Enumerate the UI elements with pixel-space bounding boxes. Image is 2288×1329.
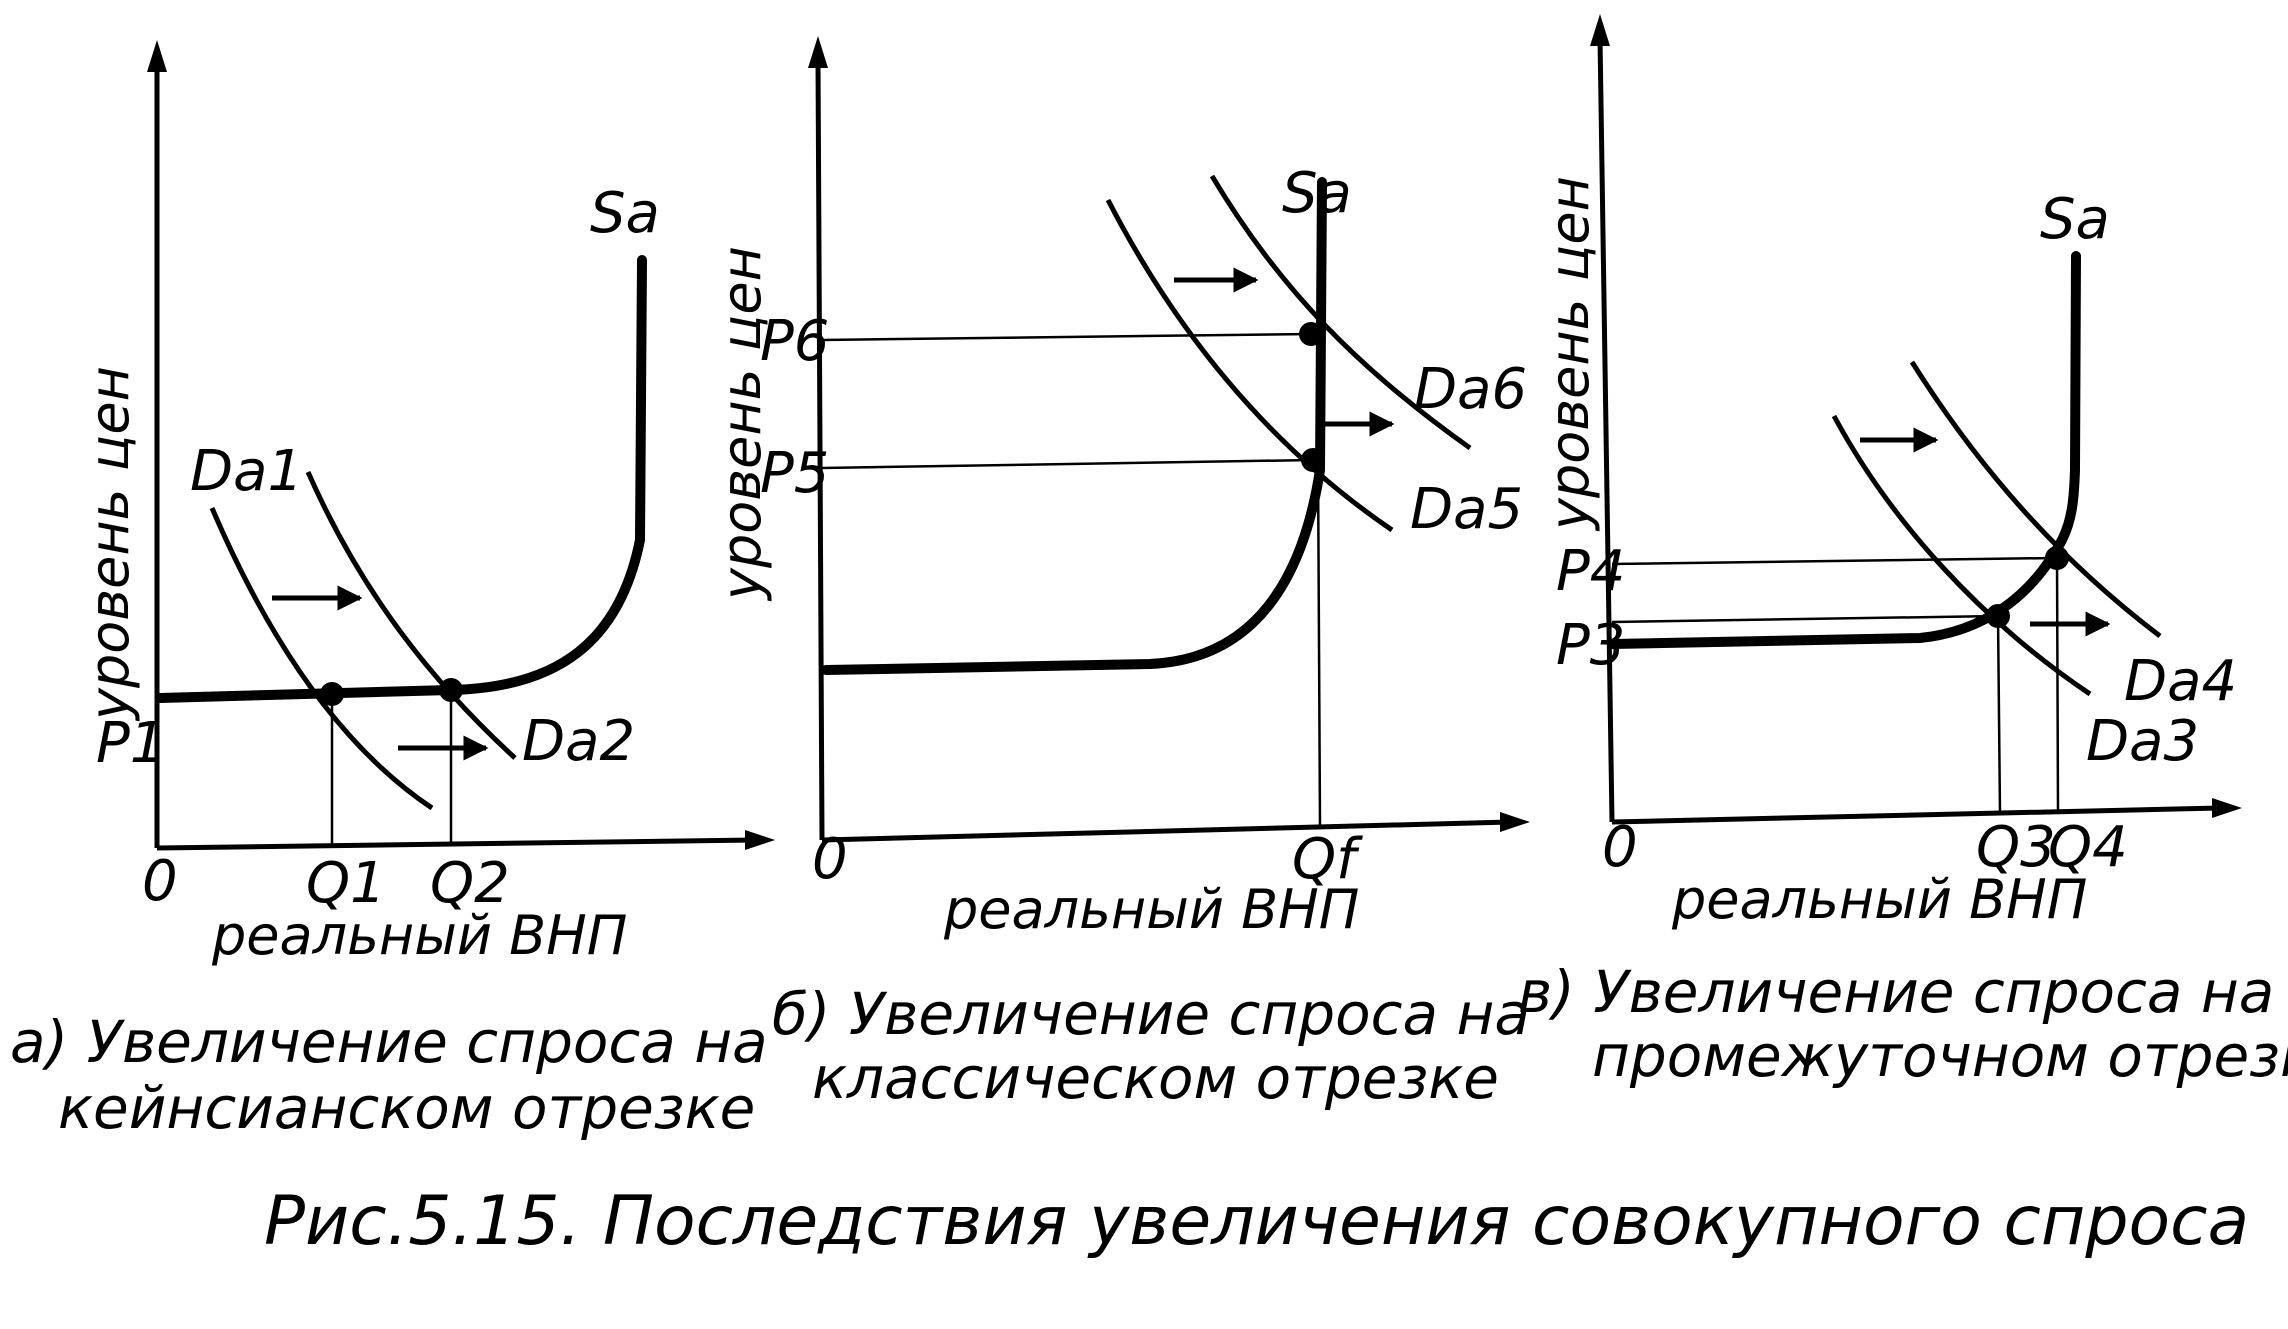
panel-c-price-label-3: P3 bbox=[1556, 613, 1625, 678]
panel-b-p5-guideline bbox=[821, 458, 1314, 470]
panel-b-supply-label: Sa bbox=[1282, 161, 1352, 226]
figure-title: Рис.5.15. Последствия увеличения совокуп… bbox=[264, 1182, 2249, 1261]
panel-a-demand-curve-2 bbox=[305, 470, 517, 760]
panel-a-equilibrium-point-2 bbox=[439, 678, 463, 702]
panel-b-caption-line2: классическом отрезке bbox=[812, 1044, 1499, 1112]
panel-c-x-axis-arrowhead bbox=[2212, 798, 2242, 818]
panel-b: уровень цен реальный ВНП 0 Sa Da6 Da5 P6… bbox=[710, 36, 1530, 1112]
panel-c-caption-line2: промежуточном отрезке bbox=[1592, 1022, 2288, 1090]
panel-a-demand-label-2: Da2 bbox=[522, 709, 635, 774]
panel-b-quantity-label-f: Qf bbox=[1292, 827, 1363, 892]
panel-b-caption-line1: б) Увеличение спроса на bbox=[772, 980, 1530, 1048]
panel-c-p4-guideline bbox=[1611, 556, 2057, 566]
panel-c-y-axis-arrowhead bbox=[1590, 14, 1610, 46]
panel-c-equilibrium-point-3 bbox=[1986, 604, 2010, 628]
panel-b-y-axis bbox=[815, 59, 825, 841]
panel-b-equilibrium-point-1 bbox=[1301, 448, 1325, 472]
panel-a-caption-line2: кейнсианском отрезке bbox=[58, 1074, 755, 1142]
panel-a-supply-label: Sa bbox=[590, 181, 660, 246]
panel-a-origin-label: 0 bbox=[142, 849, 178, 914]
panel-b-demand-label-5: Da5 bbox=[1410, 477, 1523, 542]
panel-a: уровень цен реальный ВНП 0 Sa Da1 Da2 P1… bbox=[10, 40, 775, 1142]
panel-b-y-axis-arrowhead bbox=[808, 36, 828, 68]
panel-b-qf-dropline bbox=[1316, 459, 1322, 827]
panel-b-supply-curve bbox=[821, 177, 1327, 675]
panel-b-y-axis-label: уровень цен bbox=[710, 246, 773, 602]
panel-a-x-axis bbox=[156, 837, 756, 851]
panel-a-demand-label-1: Da1 bbox=[190, 439, 303, 504]
panel-b-demand-curve-1 bbox=[1105, 198, 1394, 533]
panel-c-origin-label: 0 bbox=[1602, 815, 1638, 880]
panel-c: уровень цен реальный ВНП 0 Sa Da4 Da3 P4… bbox=[1518, 14, 2288, 1090]
panel-c-supply-curve bbox=[1607, 251, 2081, 649]
panel-a-equilibrium-point-1 bbox=[320, 682, 344, 706]
panel-c-q3-dropline bbox=[1996, 615, 2002, 815]
panel-a-quantity-label-1: Q1 bbox=[306, 851, 386, 916]
panel-c-demand-curve-3 bbox=[1831, 414, 2092, 697]
panel-b-price-label-5: P5 bbox=[760, 441, 829, 506]
panel-c-supply-label: Sa bbox=[2040, 187, 2110, 252]
panel-a-supply-curve bbox=[155, 255, 647, 703]
panel-c-demand-label-3: Da3 bbox=[2086, 709, 2199, 774]
panel-b-x-axis bbox=[821, 819, 1511, 843]
panel-c-y-axis-label: уровень цен bbox=[1538, 176, 1601, 532]
panel-c-demand-label-4: Da4 bbox=[2124, 649, 2237, 714]
panel-c-quantity-label-4: Q4 bbox=[2048, 815, 2128, 880]
panel-a-x-axis-arrowhead bbox=[745, 830, 775, 850]
panel-a-quantity-label-2: Q2 bbox=[430, 851, 510, 916]
panel-c-x-axis-label: реальный ВНП bbox=[1671, 868, 2087, 931]
panel-c-caption-line1: в) Увеличение спроса на bbox=[1518, 958, 2274, 1026]
panel-a-demand-curve-1 bbox=[209, 507, 434, 811]
panel-a-price-label-1: P1 bbox=[96, 711, 165, 776]
panel-b-p6-guideline bbox=[821, 332, 1312, 342]
panel-b-x-axis-arrowhead bbox=[1500, 812, 1530, 832]
panel-b-equilibrium-point-2 bbox=[1299, 322, 1323, 346]
panel-b-origin-label: 0 bbox=[812, 827, 848, 892]
panel-b-x-axis-label: реальный ВНП bbox=[943, 878, 1359, 941]
panel-a-x-axis-label: реальный ВНП bbox=[211, 904, 627, 967]
panel-b-demand-label-6: Da6 bbox=[1414, 357, 1527, 422]
panel-c-demand-curve-4 bbox=[1909, 360, 2162, 638]
panel-c-p3-guideline bbox=[1611, 614, 1999, 624]
panel-c-quantity-label-3: Q3 bbox=[1976, 815, 2056, 880]
panel-b-price-label-6: P6 bbox=[760, 309, 829, 374]
panel-a-y-axis-label: уровень цен bbox=[78, 366, 141, 722]
panel-c-x-axis bbox=[1611, 805, 2221, 825]
panel-a-caption-line1: а) Увеличение спроса на bbox=[10, 1008, 768, 1076]
panel-c-equilibrium-point-4 bbox=[2045, 546, 2069, 570]
panel-b-demand-curve-2 bbox=[1209, 174, 1472, 451]
panel-c-price-label-4: P4 bbox=[1556, 539, 1625, 604]
panel-c-y-axis bbox=[1597, 37, 1615, 823]
panel-c-q4-dropline bbox=[2055, 557, 2060, 813]
panel-a-y-axis-arrowhead bbox=[147, 40, 167, 72]
